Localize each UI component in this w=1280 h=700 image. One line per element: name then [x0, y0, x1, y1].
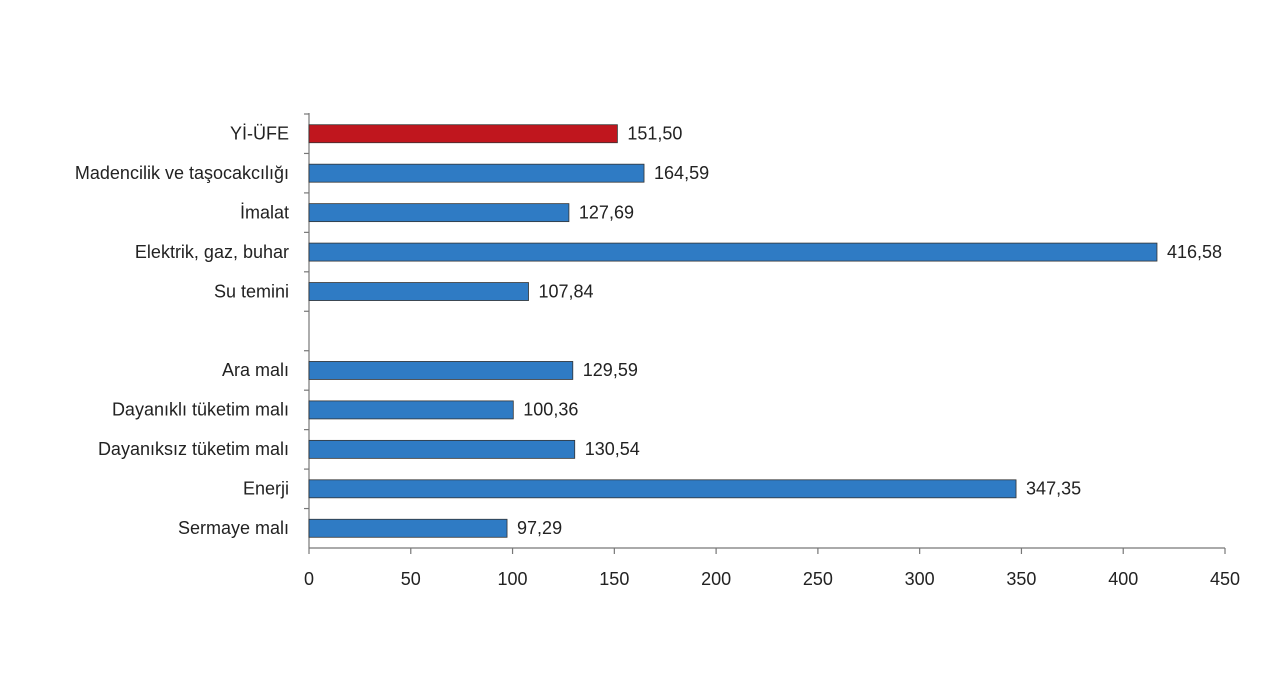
x-tick-label: 450	[1210, 569, 1240, 589]
x-tick-label: 400	[1108, 569, 1138, 589]
value-label: 97,29	[517, 518, 562, 538]
bar	[308, 242, 1158, 262]
value-label: 129,59	[583, 360, 638, 380]
bar	[308, 439, 576, 459]
bar	[308, 282, 529, 301]
y-tick-label: Yİ-ÜFE	[230, 123, 289, 143]
bar	[308, 400, 514, 420]
y-tick-label: Ara malı	[222, 360, 289, 380]
y-tick-label: Enerji	[243, 479, 289, 499]
bar	[308, 124, 618, 144]
x-tick-label: 50	[401, 569, 421, 589]
y-tick-label: Madencilik ve taşocakcılığı	[75, 163, 289, 183]
bar	[308, 479, 1017, 499]
x-tick-label: 100	[498, 569, 528, 589]
x-tick-label: 0	[304, 569, 314, 589]
value-label: 130,54	[585, 439, 640, 459]
value-label: 347,35	[1026, 479, 1081, 499]
x-tick-label: 250	[803, 569, 833, 589]
y-tick-label: Elektrik, gaz, buhar	[135, 242, 289, 262]
bar	[308, 163, 645, 183]
value-label: 164,59	[654, 163, 709, 183]
x-tick-label: 150	[599, 569, 629, 589]
value-label: 151,50	[627, 123, 682, 143]
value-label: 416,58	[1167, 242, 1222, 262]
y-tick-label: Sermaye malı	[178, 518, 289, 538]
y-tick-label: Dayanıksız tüketim malı	[98, 439, 289, 459]
y-tick-label: İmalat	[240, 202, 289, 222]
x-tick-label: 200	[701, 569, 731, 589]
x-tick-label: 350	[1006, 569, 1036, 589]
value-label: 127,69	[579, 202, 634, 222]
bar	[308, 203, 570, 223]
value-label: 107,84	[539, 281, 594, 301]
y-tick-label: Dayanıklı tüketim malı	[112, 400, 289, 420]
y-tick-label: Su temini	[214, 281, 289, 301]
bar	[308, 361, 574, 380]
x-tick-label: 300	[905, 569, 935, 589]
value-label: 100,36	[523, 400, 578, 420]
bar	[308, 518, 508, 538]
